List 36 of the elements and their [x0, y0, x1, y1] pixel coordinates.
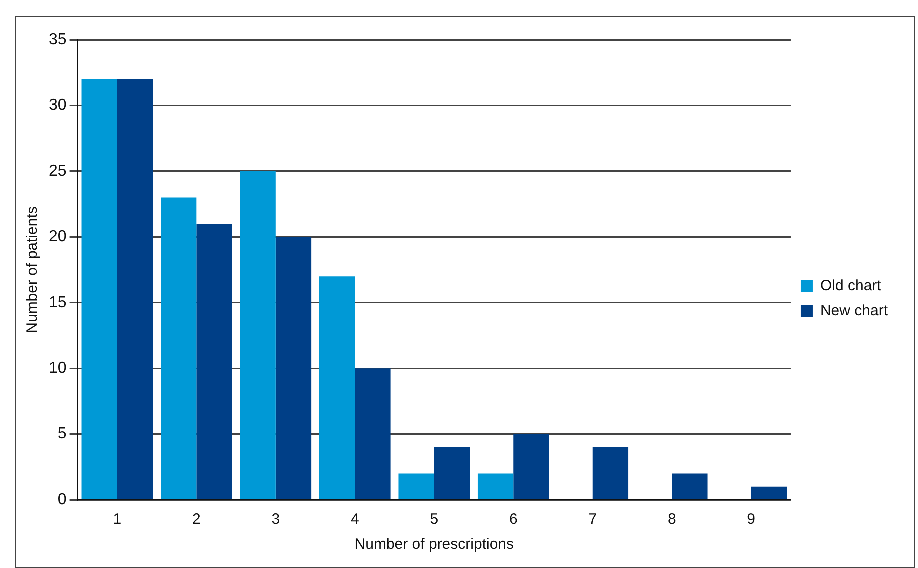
y-tick-label: 5 [58, 426, 67, 443]
bar [672, 474, 708, 500]
y-tick-label: 30 [49, 97, 67, 114]
y-tick-label: 35 [49, 31, 67, 48]
bar [240, 171, 276, 500]
bar [514, 434, 550, 500]
bar [161, 198, 197, 500]
bar [82, 79, 118, 500]
x-tick-label: 9 [747, 511, 756, 528]
bar [196, 224, 232, 500]
x-tick-label: 1 [113, 511, 122, 528]
bar [478, 474, 514, 500]
y-axis-title: Number of patients [24, 206, 42, 334]
bar [319, 276, 356, 500]
legend-label: Old chart [820, 278, 882, 295]
x-axis-title: Number of prescriptions [354, 536, 514, 554]
x-tick-label: 6 [509, 511, 518, 528]
bar [355, 368, 391, 500]
x-tick-label: 2 [192, 511, 201, 528]
bar [434, 447, 470, 500]
legend-label: New chart [820, 302, 889, 320]
bar [117, 79, 154, 500]
bar [398, 474, 434, 500]
y-tick-label: 0 [58, 491, 67, 508]
y-tick-label: 25 [49, 162, 67, 180]
bar [751, 486, 788, 500]
x-tick-label: 5 [430, 511, 439, 528]
y-tick-label: 15 [49, 294, 67, 312]
y-tick-label: 10 [49, 360, 67, 377]
x-tick-label: 4 [350, 511, 360, 528]
y-tick-label: 20 [49, 228, 67, 246]
x-tick-label: 3 [272, 511, 280, 528]
x-tick-label: 8 [668, 511, 676, 528]
x-tick-label: 7 [588, 511, 598, 528]
bar [276, 237, 312, 500]
bar [592, 447, 629, 500]
